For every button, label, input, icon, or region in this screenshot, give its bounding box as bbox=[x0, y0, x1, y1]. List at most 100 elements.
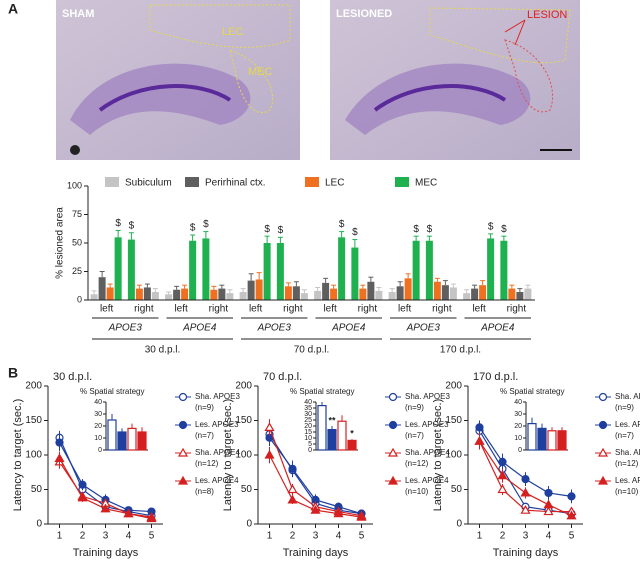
chart-title: 70 d.p.l. bbox=[263, 371, 302, 383]
y-tick-label: 0 bbox=[98, 447, 102, 454]
point bbox=[521, 475, 530, 484]
point bbox=[78, 480, 87, 489]
group-label: 30 d.p.l. bbox=[145, 345, 181, 356]
point bbox=[497, 470, 508, 480]
x-tick-label: 5 bbox=[359, 531, 365, 542]
point bbox=[264, 422, 275, 431]
point bbox=[55, 438, 64, 447]
bar bbox=[404, 278, 412, 300]
x-tick-label: left bbox=[174, 304, 188, 315]
bar bbox=[557, 430, 567, 451]
x-tick-label: 4 bbox=[546, 531, 552, 542]
legend-n: (n=10) bbox=[615, 487, 639, 496]
bar bbox=[135, 288, 143, 300]
bar bbox=[127, 427, 137, 451]
image-sham bbox=[56, 0, 300, 160]
legend-n: (n=12) bbox=[405, 459, 429, 468]
bar bbox=[327, 429, 337, 451]
legend-swatch bbox=[395, 177, 409, 187]
legend-marker bbox=[177, 475, 189, 485]
group-label: APOE4 bbox=[182, 323, 217, 334]
legend-marker bbox=[387, 475, 399, 485]
legend-marker bbox=[388, 420, 398, 430]
bar bbox=[425, 240, 433, 300]
y-tick-label: 100 bbox=[67, 180, 82, 190]
x-axis-label: Training days bbox=[73, 547, 139, 559]
bar bbox=[239, 292, 247, 300]
x-tick-label: 5 bbox=[569, 531, 575, 542]
y-tick-label: 15 bbox=[304, 429, 312, 436]
x-tick-label: right bbox=[134, 304, 154, 315]
significance: $ bbox=[501, 224, 507, 235]
y-tick-label: 25 bbox=[72, 266, 82, 276]
y-tick-label: 30 bbox=[304, 411, 312, 418]
bar bbox=[263, 243, 271, 300]
bar bbox=[247, 280, 255, 300]
bar bbox=[396, 286, 404, 300]
bar bbox=[479, 285, 487, 300]
y-tick-label: 100 bbox=[25, 450, 42, 461]
bar bbox=[524, 288, 532, 300]
bar bbox=[210, 289, 218, 300]
bar bbox=[98, 277, 106, 300]
bar bbox=[516, 292, 524, 300]
image-lesioned bbox=[330, 0, 580, 160]
legend-marker bbox=[387, 447, 399, 457]
x-tick-label: right bbox=[358, 304, 378, 315]
x-tick-label: 2 bbox=[290, 531, 296, 542]
group-label: APOE4 bbox=[331, 323, 366, 334]
bar bbox=[367, 281, 375, 300]
y-tick-label: 20 bbox=[94, 423, 102, 430]
y-tick-label: 0 bbox=[308, 447, 312, 454]
significance: $ bbox=[488, 222, 494, 233]
legend-n: (n=12) bbox=[615, 459, 639, 468]
legend-label: Les. APOE3 bbox=[405, 420, 449, 429]
bar bbox=[218, 288, 226, 300]
bar bbox=[412, 240, 420, 300]
x-tick-label: left bbox=[249, 304, 263, 315]
bar bbox=[537, 427, 547, 451]
legend-label: Sha. APOE4 bbox=[195, 448, 240, 457]
x-tick-label: 1 bbox=[267, 531, 273, 542]
y-tick-label: 10 bbox=[304, 435, 312, 442]
bar bbox=[255, 279, 263, 300]
legend-label: LEC bbox=[325, 178, 344, 189]
point bbox=[520, 504, 531, 514]
bar bbox=[347, 439, 357, 451]
group-label: 170 d.p.l. bbox=[440, 345, 481, 356]
group-label: APOE3 bbox=[257, 323, 292, 334]
legend-swatch bbox=[185, 177, 199, 187]
y-axis-label: Latency to target (sec.) bbox=[432, 399, 444, 512]
y-axis-label: Latency to target (sec.) bbox=[222, 399, 234, 512]
bar bbox=[189, 240, 197, 300]
x-tick-label: 1 bbox=[57, 531, 63, 542]
bar bbox=[322, 282, 330, 300]
y-tick-label: 200 bbox=[25, 381, 42, 392]
bar bbox=[181, 288, 189, 300]
x-tick-label: left bbox=[323, 304, 337, 315]
group-label: 70 d.p.l. bbox=[294, 345, 330, 356]
x-tick-label: 2 bbox=[80, 531, 86, 542]
bar bbox=[351, 247, 359, 300]
y-tick-label: 10 bbox=[94, 435, 102, 442]
y-tick-label: 150 bbox=[445, 415, 462, 426]
legend-label: MEC bbox=[415, 178, 437, 189]
bar bbox=[527, 423, 537, 451]
significance: $ bbox=[413, 224, 419, 235]
point bbox=[264, 449, 275, 459]
point bbox=[475, 423, 484, 432]
legend-swatch bbox=[105, 177, 119, 187]
legend-marker bbox=[178, 392, 188, 402]
inset-title: % Spatial strategy bbox=[500, 387, 564, 396]
x-tick-label: 3 bbox=[103, 531, 109, 542]
point bbox=[497, 484, 508, 494]
y-tick-label: 5 bbox=[308, 441, 312, 448]
significance: $ bbox=[339, 219, 345, 230]
bar bbox=[173, 289, 181, 300]
y-tick-label: 50 bbox=[31, 484, 43, 495]
bar bbox=[547, 430, 557, 451]
legend-label: Subiculum bbox=[125, 178, 172, 189]
y-tick-label: 30 bbox=[514, 411, 522, 418]
bar bbox=[508, 288, 516, 300]
legend-label: Sha. APOE3 bbox=[405, 392, 450, 401]
